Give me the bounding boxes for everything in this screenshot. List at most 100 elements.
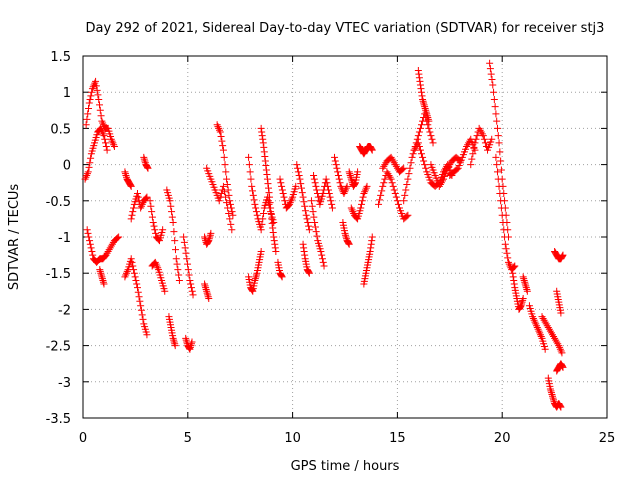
data-point <box>219 146 227 154</box>
data-point <box>257 226 265 234</box>
data-point-interp <box>143 162 151 170</box>
series-arc-08 <box>140 153 152 172</box>
data-point <box>189 291 197 299</box>
data-point-interp <box>249 187 257 195</box>
data-point <box>320 262 328 270</box>
series-arc-06 <box>127 190 151 223</box>
data-point-interp <box>496 148 504 156</box>
data-point-interp <box>377 191 385 199</box>
data-point-interp <box>281 197 289 205</box>
data-point-interp <box>494 175 502 183</box>
data-point-interp <box>547 329 555 337</box>
data-point <box>169 219 177 227</box>
data-point-interp <box>497 204 505 212</box>
data-point-interp <box>465 139 473 147</box>
data-point-interp <box>540 316 548 324</box>
data-point-interp <box>82 173 90 181</box>
data-marks <box>81 59 567 411</box>
data-point-interp <box>324 186 332 194</box>
data-point <box>486 59 494 67</box>
data-point-interp <box>300 244 308 252</box>
data-point <box>414 139 422 147</box>
data-point-interp <box>544 324 552 331</box>
data-point-interp <box>362 184 370 192</box>
data-point-interp <box>409 150 417 158</box>
x-tick-label: 25 <box>599 431 616 446</box>
data-point-interp <box>107 242 115 250</box>
data-point-interp <box>148 213 156 221</box>
data-point <box>400 197 408 205</box>
data-point-interp <box>415 70 423 78</box>
data-point-interp <box>89 251 97 259</box>
data-point-interp <box>188 287 196 295</box>
data-point <box>97 124 105 132</box>
data-point-interp <box>390 186 398 194</box>
data-point-interp <box>260 209 268 217</box>
data-point <box>95 95 103 103</box>
data-point-interp <box>134 193 142 201</box>
data-point-interp <box>520 275 528 283</box>
data-point-interp <box>368 145 376 153</box>
data-point-interp <box>284 202 292 210</box>
data-point <box>416 81 424 89</box>
data-point <box>251 200 259 208</box>
data-point-interp <box>105 246 113 254</box>
data-point-interp <box>206 233 214 241</box>
data-point-interp <box>358 200 366 208</box>
series-arc-40 <box>446 135 479 179</box>
data-point <box>521 280 529 288</box>
data-point <box>488 135 496 143</box>
data-point-interp <box>393 197 401 205</box>
data-point <box>137 204 145 212</box>
data-point-interp <box>173 260 181 268</box>
data-point-interp <box>342 233 350 241</box>
data-point-interp <box>341 188 349 196</box>
data-point-interp <box>501 233 509 241</box>
data-point-interp <box>129 262 137 270</box>
data-point-interp <box>415 74 423 82</box>
data-point-interp <box>218 137 226 145</box>
data-point-interp <box>418 121 426 129</box>
series-arc-07 <box>121 168 135 190</box>
data-point-interp <box>122 269 130 277</box>
data-point-interp <box>531 318 539 326</box>
data-point-interp <box>534 325 542 333</box>
series-arc-13 <box>182 334 196 353</box>
data-point-interp <box>219 142 227 150</box>
data-point-interp <box>297 180 305 188</box>
data-point-interp <box>392 193 400 201</box>
data-point <box>311 219 319 227</box>
data-point-interp <box>128 258 136 266</box>
data-point <box>266 193 274 201</box>
data-point-interp <box>270 237 278 245</box>
data-point-interp <box>510 263 518 271</box>
data-point <box>268 215 276 223</box>
data-point <box>387 153 395 161</box>
data-point-interp <box>422 108 430 116</box>
data-point-interp <box>499 219 507 227</box>
data-point-interp <box>148 208 156 216</box>
data-point <box>529 313 537 321</box>
data-point-interp <box>519 296 527 304</box>
data-point-interp <box>147 202 155 210</box>
data-point <box>299 240 307 248</box>
data-point-interp <box>421 104 429 112</box>
data-point-interp <box>480 135 488 143</box>
data-point <box>492 110 500 118</box>
data-point-interp <box>223 199 231 207</box>
data-point-interp <box>380 162 388 170</box>
series-arc-50 <box>553 287 565 317</box>
series-arc-51 <box>519 273 531 295</box>
data-point <box>345 168 353 176</box>
data-point-interp <box>437 179 445 187</box>
data-point-interp <box>87 154 95 162</box>
data-point-interp <box>505 260 513 268</box>
data-point <box>223 175 231 183</box>
data-point-interp <box>310 175 318 183</box>
data-point-interp <box>252 271 260 279</box>
data-point-interp <box>202 285 210 293</box>
data-point-interp <box>99 121 107 129</box>
data-point-interp <box>406 164 414 172</box>
data-point-interp <box>500 226 508 234</box>
